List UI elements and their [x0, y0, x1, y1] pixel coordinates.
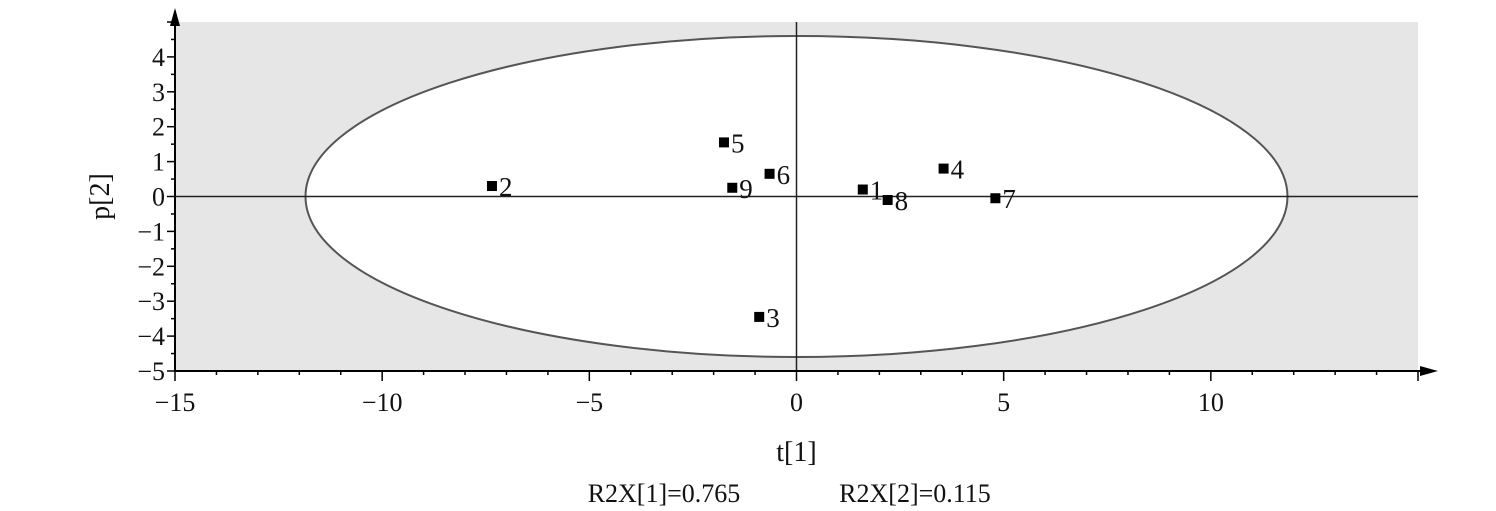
y-tick-label: 1 — [152, 148, 165, 177]
zero-lines — [175, 22, 1418, 371]
point-label-3: 3 — [766, 303, 780, 333]
point-label-1: 1 — [870, 176, 884, 206]
x-tick-label: 5 — [997, 388, 1010, 417]
y-axis-title: p[2] — [85, 173, 116, 220]
data-points: 1 2 3 4 5 6 7 8 9 — [486, 128, 1016, 333]
r2x-1-note: R2X[1]=0.765 — [588, 479, 741, 508]
x-tick-label: 0 — [790, 388, 803, 417]
x-axis-title: t[1] — [776, 437, 816, 468]
point-label-4: 4 — [951, 155, 965, 185]
point-marker-6 — [764, 168, 775, 179]
point-label-9: 9 — [739, 174, 753, 204]
x-tick-label: −5 — [575, 388, 603, 417]
y-tick-label: −1 — [137, 217, 165, 246]
r2x-2-note: R2X[2]=0.115 — [839, 479, 991, 508]
point-label-5: 5 — [731, 128, 745, 158]
x-tick-label: −15 — [155, 388, 196, 417]
x-tick-label: 10 — [1198, 388, 1224, 417]
y-tick-label: 0 — [152, 183, 165, 212]
x-axis-arrow — [1420, 366, 1438, 376]
point-label-2: 2 — [499, 172, 512, 202]
y-tick-label: −2 — [137, 252, 165, 281]
y-tick-label: 2 — [152, 113, 165, 142]
point-label-8: 8 — [895, 186, 909, 216]
point-label-7: 7 — [1002, 184, 1016, 214]
point-marker-1 — [857, 184, 868, 195]
point-marker-5 — [718, 137, 729, 148]
point-marker-9 — [727, 182, 738, 193]
point-marker-3 — [754, 311, 765, 322]
point-label-6: 6 — [777, 160, 791, 190]
y-tick-label: 4 — [152, 43, 165, 72]
point-marker-8 — [882, 194, 893, 205]
x-tick-label: −10 — [362, 388, 403, 417]
point-marker-2 — [486, 181, 497, 192]
point-marker-4 — [938, 163, 949, 174]
y-tick-label: −5 — [137, 357, 165, 386]
y-tick-label: −3 — [137, 287, 165, 316]
y-tick-label: −4 — [137, 322, 165, 351]
point-marker-7 — [990, 193, 1001, 204]
y-axis-arrow — [170, 8, 180, 26]
y-tick-label: 3 — [152, 78, 165, 107]
